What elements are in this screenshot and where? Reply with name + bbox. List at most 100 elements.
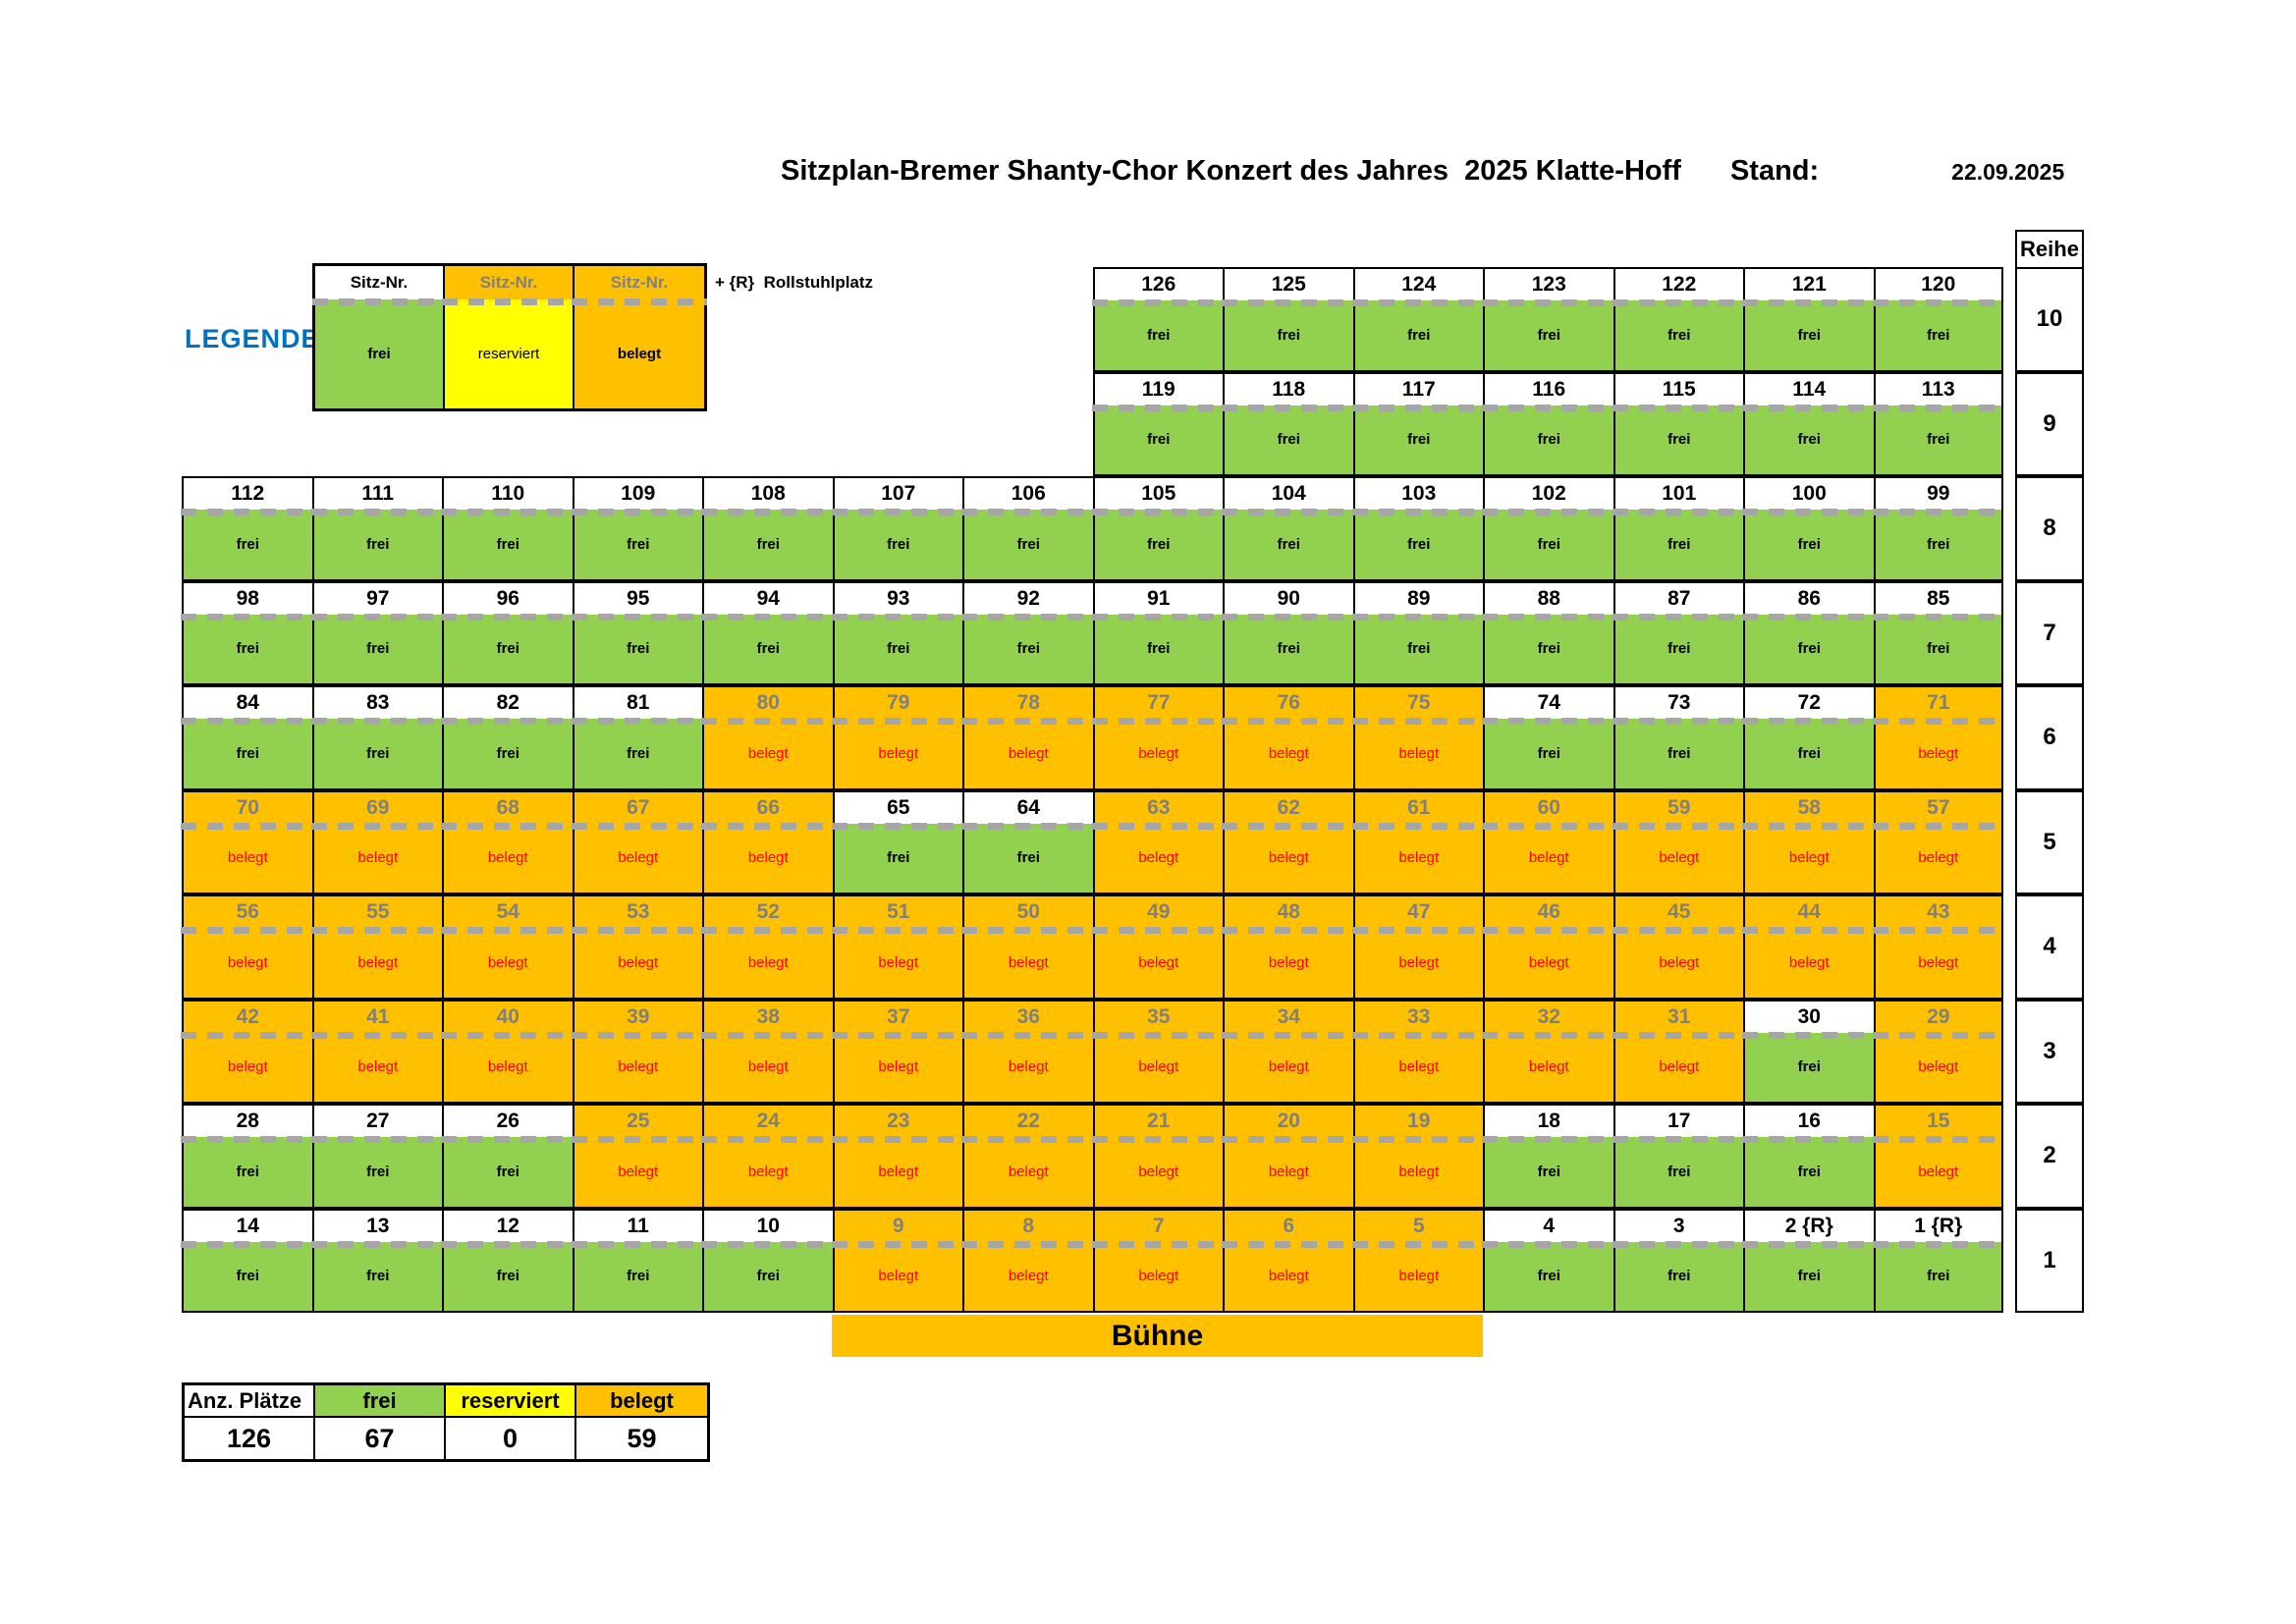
seat-cell[interactable]: 117 frei [1351,371,1486,476]
seat-cell[interactable]: 30 frei [1742,999,1877,1104]
seat-cell[interactable]: 50 belegt [961,894,1096,1000]
seat-cell[interactable]: 97 frei [310,580,445,685]
seat-cell[interactable]: 60 belegt [1482,789,1616,894]
seat-cell[interactable]: 19 belegt [1351,1104,1486,1209]
seat-cell[interactable]: 18 frei [1482,1104,1616,1209]
seat-cell[interactable]: 103 frei [1351,476,1486,581]
seat-cell[interactable]: 46 belegt [1482,894,1616,1000]
seat-cell[interactable]: 102 frei [1482,476,1616,581]
seat-cell[interactable]: 39 belegt [571,999,705,1104]
seat-cell[interactable]: 78 belegt [961,685,1096,790]
seat-cell[interactable]: 45 belegt [1612,894,1746,1000]
seat-cell[interactable]: 88 frei [1482,580,1616,685]
seat-cell[interactable]: 65 frei [831,789,965,894]
seat-cell[interactable]: 96 frei [441,580,575,685]
seat-cell[interactable]: 24 belegt [701,1104,836,1209]
seat-cell[interactable]: 4 frei [1482,1208,1616,1313]
seat-cell[interactable]: 44 belegt [1742,894,1877,1000]
seat-cell[interactable]: 109 frei [571,476,705,581]
seat-cell[interactable]: 25 belegt [571,1104,705,1209]
seat-cell[interactable]: 114 frei [1742,371,1877,476]
seat-cell[interactable]: 20 belegt [1222,1104,1356,1209]
seat-cell[interactable]: 16 frei [1742,1104,1877,1209]
seat-cell[interactable]: 47 belegt [1351,894,1486,1000]
seat-cell[interactable]: 11 frei [571,1208,705,1313]
seat-cell[interactable]: 94 frei [701,580,836,685]
seat-cell[interactable]: 69 belegt [310,789,445,894]
seat-cell[interactable]: 13 frei [310,1208,445,1313]
seat-cell[interactable]: 52 belegt [701,894,836,1000]
seat-cell[interactable]: 68 belegt [441,789,575,894]
seat-cell[interactable]: 5 belegt [1351,1208,1486,1313]
seat-cell[interactable]: 77 belegt [1091,685,1226,790]
seat-cell[interactable]: 55 belegt [310,894,445,1000]
seat-cell[interactable]: 112 frei [181,476,315,581]
seat-cell[interactable]: 21 belegt [1091,1104,1226,1209]
seat-cell[interactable]: 66 belegt [701,789,836,894]
seat-cell[interactable]: 9 belegt [831,1208,965,1313]
seat-cell[interactable]: 36 belegt [961,999,1096,1104]
seat-cell[interactable]: 2 {R} frei [1742,1208,1877,1313]
seat-cell[interactable]: 35 belegt [1091,999,1226,1104]
seat-cell[interactable]: 51 belegt [831,894,965,1000]
seat-cell[interactable]: 54 belegt [441,894,575,1000]
seat-cell[interactable]: 37 belegt [831,999,965,1104]
seat-cell[interactable]: 57 belegt [1872,789,2004,894]
seat-cell[interactable]: 101 frei [1612,476,1746,581]
seat-cell[interactable]: 1 {R} frei [1872,1208,2004,1313]
seat-cell[interactable]: 40 belegt [441,999,575,1104]
seat-cell[interactable]: 104 frei [1222,476,1356,581]
seat-cell[interactable]: 79 belegt [831,685,965,790]
seat-cell[interactable]: 98 frei [181,580,315,685]
seat-cell[interactable]: 34 belegt [1222,999,1356,1104]
seat-cell[interactable]: 41 belegt [310,999,445,1104]
seat-cell[interactable]: 113 frei [1872,371,2004,476]
seat-cell[interactable]: 124 frei [1351,267,1486,372]
seat-cell[interactable]: 23 belegt [831,1104,965,1209]
seat-cell[interactable]: 108 frei [701,476,836,581]
seat-cell[interactable]: 56 belegt [181,894,315,1000]
seat-cell[interactable]: 61 belegt [1351,789,1486,894]
seat-cell[interactable]: 59 belegt [1612,789,1746,894]
seat-cell[interactable]: 12 frei [441,1208,575,1313]
seat-cell[interactable]: 67 belegt [571,789,705,894]
seat-cell[interactable]: 106 frei [961,476,1096,581]
seat-cell[interactable]: 42 belegt [181,999,315,1104]
seat-cell[interactable]: 73 frei [1612,685,1746,790]
seat-cell[interactable]: 121 frei [1742,267,1877,372]
seat-cell[interactable]: 38 belegt [701,999,836,1104]
seat-cell[interactable]: 95 frei [571,580,705,685]
seat-cell[interactable]: 74 frei [1482,685,1616,790]
seat-cell[interactable]: 71 belegt [1872,685,2004,790]
seat-cell[interactable]: 64 frei [961,789,1096,894]
seat-cell[interactable]: 32 belegt [1482,999,1616,1104]
seat-cell[interactable]: 123 frei [1482,267,1616,372]
seat-cell[interactable]: 92 frei [961,580,1096,685]
seat-cell[interactable]: 86 frei [1742,580,1877,685]
seat-cell[interactable]: 83 frei [310,685,445,790]
seat-cell[interactable]: 31 belegt [1612,999,1746,1104]
seat-cell[interactable]: 27 frei [310,1104,445,1209]
seat-cell[interactable]: 87 frei [1612,580,1746,685]
seat-cell[interactable]: 7 belegt [1091,1208,1226,1313]
seat-cell[interactable]: 17 frei [1612,1104,1746,1209]
seat-cell[interactable]: 29 belegt [1872,999,2004,1104]
seat-cell[interactable]: 10 frei [701,1208,836,1313]
seat-cell[interactable]: 90 frei [1222,580,1356,685]
seat-cell[interactable]: 28 frei [181,1104,315,1209]
seat-cell[interactable]: 15 belegt [1872,1104,2004,1209]
seat-cell[interactable]: 3 frei [1612,1208,1746,1313]
seat-cell[interactable]: 75 belegt [1351,685,1486,790]
seat-cell[interactable]: 22 belegt [961,1104,1096,1209]
seat-cell[interactable]: 111 frei [310,476,445,581]
seat-cell[interactable]: 99 frei [1872,476,2004,581]
seat-cell[interactable]: 63 belegt [1091,789,1226,894]
seat-cell[interactable]: 116 frei [1482,371,1616,476]
seat-cell[interactable]: 93 frei [831,580,965,685]
seat-cell[interactable]: 82 frei [441,685,575,790]
seat-cell[interactable]: 48 belegt [1222,894,1356,1000]
seat-cell[interactable]: 100 frei [1742,476,1877,581]
seat-cell[interactable]: 80 belegt [701,685,836,790]
seat-cell[interactable]: 43 belegt [1872,894,2004,1000]
seat-cell[interactable]: 70 belegt [181,789,315,894]
